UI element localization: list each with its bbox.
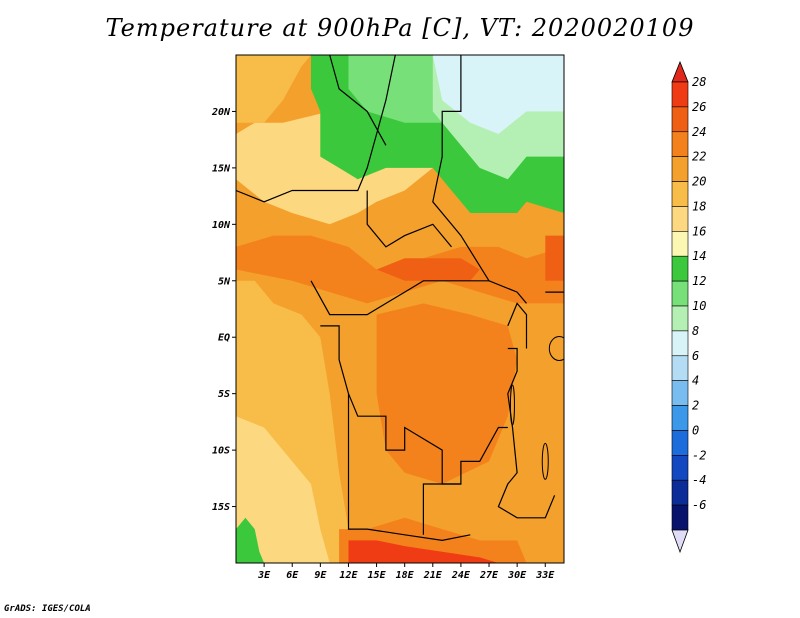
colorbar-swatch [671,430,689,456]
colorbar-swatch [671,231,689,257]
region-northwest-warm [236,55,311,123]
colorbar-label: 24 [692,125,706,139]
colorbar-label: 6 [692,349,699,363]
colorbar-bottom-arrow [671,529,689,554]
colorbar-swatch [671,330,689,357]
lake-malawi [541,442,549,480]
y-tick-label: 5N [218,276,231,287]
colorbar-label: 18 [692,199,706,213]
y-tick-label: EQ [218,333,230,344]
x-tick-label: 15E [368,570,387,581]
colorbar-label: 26 [692,100,706,114]
y-tick-label: 10N [212,220,231,231]
colorbar-label: 16 [692,224,706,238]
colorbar-label: 22 [692,150,706,164]
region-east-hot [545,235,564,281]
border-line [236,55,396,203]
x-tick-label: 21E [423,570,443,581]
colorbar-swatch [671,380,689,406]
y-tick-label: 10S [212,446,230,457]
colorbar-label: -4 [692,473,706,487]
border-line [422,483,461,535]
colorbar-swatch [671,81,689,108]
x-tick-label: 12E [339,570,358,581]
colorbar-swatch [671,305,689,332]
colorbar-label: 12 [692,274,706,288]
border-line [497,347,556,519]
border-line [366,190,452,248]
region-central-band-hot [376,258,480,281]
region-southern-hot [348,540,499,563]
region-angola-coast [236,416,330,563]
y-tick-label: 15S [212,502,230,513]
y-tick-label: 5S [218,389,230,400]
x-tick-label: 27E [479,570,499,581]
colorbar-swatch [671,355,689,381]
colorbar-swatch [671,255,689,282]
colorbar-label: 2 [692,399,699,413]
x-tick-label: 24E [451,570,471,581]
lake-tanganyika [509,384,515,426]
colorbar-swatch [671,106,689,133]
border-line [329,55,387,146]
colorbar-label: -6 [692,498,706,512]
colorbar-swatch [671,206,689,232]
colorbar-swatch [671,181,689,207]
colorbar-swatch [671,156,689,182]
lake-victoria [548,336,564,362]
region-northeast-cold [432,55,564,134]
border-line [310,280,489,316]
map-frame [235,54,565,564]
colorbar-swatch [671,405,689,431]
colorbar-label: 28 [692,75,706,89]
border-line [432,55,527,304]
grads-credit: GrADS: IGES/COLA [4,604,91,614]
x-tick-label: 18E [396,570,415,581]
y-axis: 20N 15N 10N 5N EQ 5S 10S 15S [211,107,236,513]
colorbar-label: 4 [692,374,699,388]
colorbar-label: 8 [692,324,699,338]
temperature-field [236,55,564,563]
border-line [347,405,471,542]
border-line [507,302,528,349]
colorbar-swatch [671,131,689,157]
colorbar-swatch [671,479,689,506]
colorbar-top-arrow [671,60,689,83]
region-southwest-cool [236,517,265,563]
colorbar-swatch [671,455,689,481]
colorbar-label: 10 [692,299,706,313]
colorbar-label: -2 [692,448,706,462]
border-line [347,393,508,485]
x-tick-label: 33E [535,570,555,581]
y-tick-label: 15N [212,163,231,174]
x-tick-label: 3E [257,570,271,581]
colorbar-label: 0 [692,423,699,437]
border-line [320,325,350,405]
x-tick-label: 30E [507,570,527,581]
colorbar-swatch [671,504,689,531]
y-tick-label: 20N [211,107,231,118]
x-tick-label: 6E [286,570,299,581]
x-axis: 3E 6E 9E 12E 15E 18E 21E 24E 27E 30E 33E [257,563,555,581]
colorbar-label: 14 [692,249,706,263]
colorbar-swatch [671,280,689,307]
x-tick-label: 9E [314,570,327,581]
colorbar-label: 20 [692,175,706,189]
region-basin-hot [376,303,518,484]
chart-title: Temperature at 900hPa [C], VT: 202002010… [105,14,695,42]
country-borders [236,55,564,542]
